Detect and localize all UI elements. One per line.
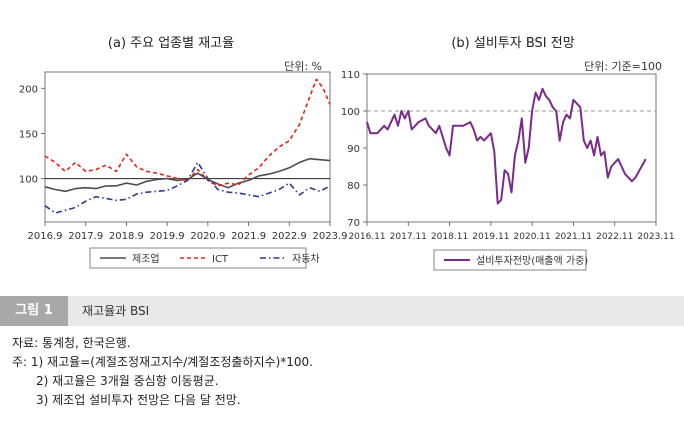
x-tick-label: 2018.11 — [431, 232, 468, 242]
inventory-ratio-chart: (a) 주요 업종별 재고율 단위: % 100 150 200 2016.9 2017… — [0, 0, 348, 288]
legend-label: 설비투자전망(매출액 가중) — [476, 255, 588, 267]
x-tick-label: 2022.9 — [272, 231, 307, 242]
legend-label: 제조업 — [132, 252, 160, 265]
x-tick-label: 2023.9 — [313, 231, 348, 242]
x-tick-label: 2022.11 — [596, 232, 633, 242]
figure-title: 재고율과 BSI — [82, 304, 150, 318]
legend-box — [433, 249, 587, 271]
x-tick-label: 2016.11 — [348, 232, 385, 242]
footnote: 주: 1) 재고율=(계절조정재고지수/계절조정출하지수)*100. — [12, 355, 313, 369]
y-tick-label: 90 — [347, 144, 360, 155]
inventory-ratio-plot: 100 150 200 2016.9 2017.9 2018.9 2019.9 2020.9 2… — [19, 71, 348, 269]
x-tick-label: 2021.11 — [555, 232, 592, 242]
x-tick-label: 2018.9 — [109, 231, 144, 242]
x-tick-label: 2020.11 — [514, 232, 551, 242]
y-tick-label: 150 — [19, 129, 38, 140]
capex-bsi-plot: 70 80 90 100 110 2016.11 2017.11 2018.11 2019.11… — [341, 70, 675, 271]
y-tick-label: 100 — [19, 175, 38, 186]
series-line — [44, 161, 331, 214]
chart-title: (a) 주요 업종별 재고율 — [107, 36, 235, 51]
series-line — [366, 87, 647, 205]
series-line — [44, 157, 331, 193]
y-tick-label: 100 — [341, 107, 360, 118]
x-tick-label: 2019.9 — [150, 231, 185, 242]
y-tick-label: 70 — [347, 218, 360, 229]
plot-frame — [44, 71, 331, 223]
footnote: 2) 재고율은 3개월 중심항 이동평균. — [36, 374, 219, 388]
y-tick-label: 80 — [347, 181, 360, 192]
unit-label: 단위: 기준=100 — [584, 60, 662, 73]
y-tick-label: 200 — [19, 84, 38, 95]
x-tick-label: 2017.9 — [68, 231, 103, 242]
y-tick-label: 110 — [341, 70, 360, 81]
figure-number: 그림 1 — [0, 296, 68, 326]
x-tick-label: 2016.9 — [28, 231, 63, 242]
capex-bsi-chart: (b) 설비투자 BSI 전망 단위: 기준=100 70 80 90 100 110 2… — [341, 0, 684, 288]
source-note: 자료: 통계청, 한국은행. — [12, 336, 131, 350]
source-notes: 자료: 통계청, 한국은행. 주: 1) 재고율=(계절조정재고지수/계절조정출… — [12, 334, 313, 410]
x-tick-label: 2020.9 — [190, 231, 225, 242]
x-tick-label: 2019.11 — [472, 232, 509, 242]
x-tick-label: 2021.9 — [231, 231, 266, 242]
series-line — [44, 78, 331, 187]
legend-label: 자동차 — [292, 253, 320, 265]
legend-label: ICT — [212, 254, 229, 265]
unit-label: 단위: % — [284, 60, 322, 73]
footnote: 3) 제조업 설비투자 전망은 다음 달 전망. — [36, 393, 241, 407]
chart-title: (b) 설비투자 BSI 전망 — [451, 36, 575, 51]
plot-frame — [366, 73, 657, 223]
x-tick-label: 2017.11 — [390, 232, 427, 242]
figure-caption: 그림 1 재고율과 BSI — [0, 296, 684, 326]
x-tick-label: 2023.11 — [637, 232, 674, 242]
